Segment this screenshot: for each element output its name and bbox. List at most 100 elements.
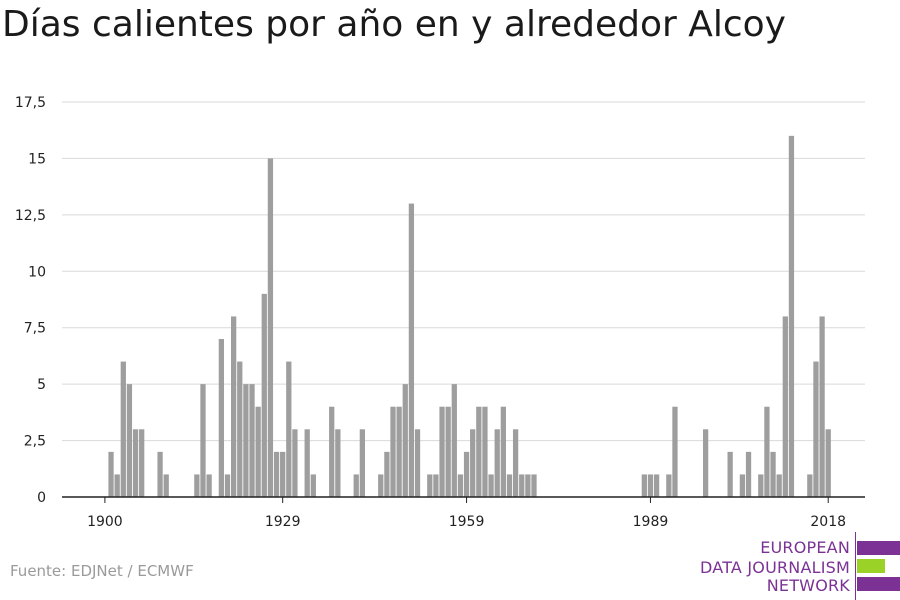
bar (813, 361, 819, 497)
bar (218, 339, 225, 497)
bar (519, 474, 525, 497)
bar (647, 474, 654, 497)
bar (359, 429, 365, 497)
y-tick-label: 10 (28, 264, 46, 280)
bar (445, 406, 451, 497)
x-tick-label: 1959 (449, 514, 485, 530)
bar (433, 474, 439, 497)
bar (482, 406, 488, 497)
bar (378, 474, 384, 497)
bar (531, 474, 537, 497)
bar (132, 429, 139, 497)
x-tick-label: 1929 (265, 514, 301, 530)
bar (384, 451, 390, 497)
x-axis-ticks: 1900 1929 1959 1989 2018 (87, 497, 846, 530)
bar (776, 474, 782, 497)
bar (512, 429, 519, 497)
bar (782, 316, 788, 497)
bar (261, 293, 267, 497)
x-tick-label: 1989 (633, 514, 669, 530)
bar (427, 474, 433, 497)
bar (739, 474, 746, 497)
logo-divider (855, 532, 856, 600)
bar (402, 384, 408, 497)
bar (126, 384, 133, 497)
bar (157, 451, 163, 497)
source-note: Fuente: EDJNet / ECMWF (10, 562, 194, 580)
bar (476, 406, 482, 497)
bar (224, 474, 231, 497)
bar (500, 406, 506, 497)
y-tick-label: 12,5 (15, 208, 46, 224)
bar (770, 451, 776, 497)
bar (267, 158, 274, 497)
bar (163, 474, 169, 497)
bar (255, 406, 261, 497)
bar (825, 429, 831, 497)
bar (353, 474, 359, 497)
logo-line-3: NETWORK (766, 576, 850, 595)
bar (396, 406, 402, 497)
bar (488, 474, 494, 497)
bar (653, 474, 660, 497)
bar (414, 429, 421, 497)
bar (506, 474, 513, 497)
bar (457, 474, 464, 497)
bar (727, 451, 733, 497)
bar (329, 406, 335, 497)
y-tick-label: 17,5 (15, 95, 46, 111)
bar (463, 451, 470, 497)
bar (230, 316, 237, 497)
bar (819, 316, 825, 497)
bar (286, 361, 292, 497)
bar (408, 203, 415, 498)
bar (310, 474, 316, 497)
bars (108, 135, 831, 498)
bar (120, 361, 126, 497)
chart-title: Días calientes por año en y alrededor Al… (2, 4, 786, 45)
bar (641, 474, 647, 497)
gridlines (62, 101, 865, 442)
x-tick-label: 1900 (87, 514, 123, 530)
bar (194, 474, 200, 497)
bar (280, 451, 286, 497)
bar (114, 474, 120, 497)
logo-bar-middle (857, 559, 885, 573)
bar (494, 429, 500, 497)
bar (292, 429, 298, 497)
logo-bar-bottom (857, 577, 900, 591)
x-tick-label: 2018 (810, 514, 846, 530)
y-tick-label: 15 (28, 151, 46, 167)
bar (206, 474, 212, 497)
bar (672, 406, 678, 497)
bar (470, 429, 476, 497)
bar (525, 474, 531, 497)
bar (108, 451, 114, 497)
logo-bar-top (857, 541, 900, 555)
bar (451, 384, 457, 497)
bar (243, 384, 249, 497)
y-tick-label: 7,5 (24, 321, 46, 337)
y-tick-label: 5 (37, 377, 46, 393)
bar (249, 384, 255, 497)
y-tick-label: 0 (37, 490, 46, 506)
bar (439, 406, 445, 497)
bar (390, 406, 396, 497)
logo-line-2: DATA JOURNALISM (700, 558, 850, 577)
bar (335, 429, 341, 497)
bar (666, 474, 672, 497)
bar (304, 429, 310, 497)
bar (745, 451, 752, 497)
y-axis-labels: 0 2,5 5 7,5 10 12,5 15 17,5 (15, 95, 46, 506)
bar (788, 135, 795, 497)
bar (807, 474, 813, 497)
bar (139, 429, 145, 497)
bar (758, 474, 764, 497)
y-tick-label: 2,5 (24, 434, 46, 450)
bar (273, 451, 280, 497)
bar (702, 429, 709, 497)
bar (764, 406, 770, 497)
bar (237, 361, 243, 497)
logo-line-1: EUROPEAN (760, 538, 850, 557)
